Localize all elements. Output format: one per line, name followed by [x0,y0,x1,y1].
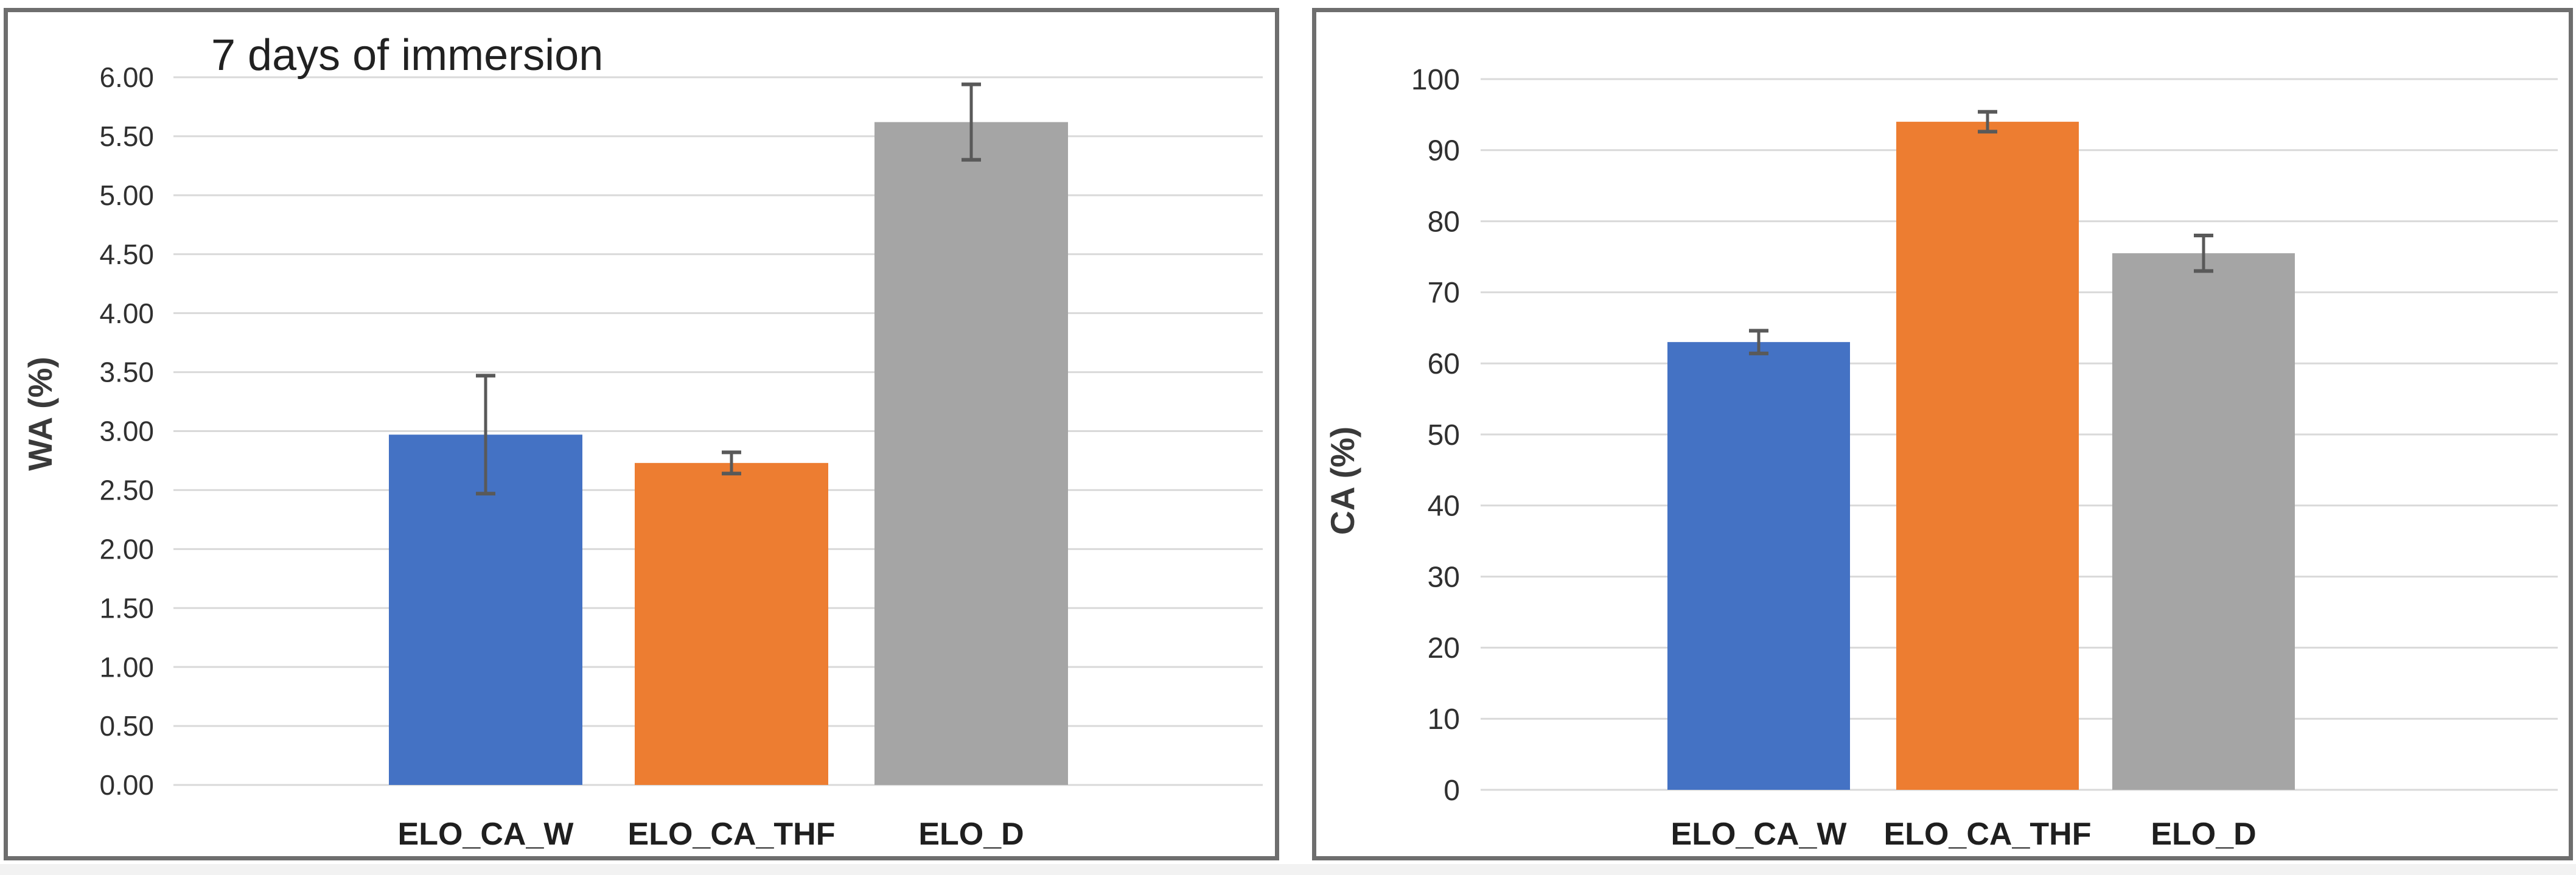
y-tick-label: 80 [1428,206,1460,238]
y-tick-label: 4.50 [99,239,154,270]
y-tick-label: 4.00 [99,298,154,329]
y-tick-label: 10 [1428,703,1460,736]
chart-title: 7 days of immersion [211,31,603,80]
y-tick-label: 1.50 [99,592,154,624]
y-tick-label: 70 [1428,277,1460,309]
left-chart-panel: 0.00 0.50 1.00 1.50 2.00 2.50 3.00 3.50 4.00 4.50… [4,8,1279,860]
y-tick-label: 3.50 [99,357,154,388]
bar-elo_ca_thf [1896,122,2079,790]
y-tick-label: 0.50 [99,710,154,742]
wa-bar-chart: 0.00 0.50 1.00 1.50 2.00 2.50 3.00 3.50 4.00 4.50… [21,31,1263,852]
y-axis-title: CA (%) [1324,427,1361,535]
y-tick-label: 30 [1428,561,1460,593]
y-tick-label: 1.00 [99,651,154,683]
y-tick-label: 3.00 [99,416,154,447]
y-tick-label: 0 [1443,775,1460,807]
ca-bar-chart: 0 10 20 30 40 50 60 70 80 90 100 ELO_CA_W ELO_CA_THF… [1324,64,2558,852]
y-tick-label: 20 [1428,632,1460,664]
y-tick-label: 6.00 [99,61,154,93]
y-tick-label: 2.00 [99,533,154,565]
y-tick-label: 60 [1428,348,1460,380]
category-label-elo_ca_w: ELO_CA_W [398,817,574,852]
category-label-elo_ca_w: ELO_CA_W [1671,817,1848,852]
category-label-elo_ca_thf: ELO_CA_THF [1884,817,2092,852]
y-tick-label: 40 [1428,490,1460,523]
bar-elo_ca_thf [635,462,828,785]
y-tick-label: 90 [1428,135,1460,167]
bar-elo_d [874,122,1068,786]
y-tick-label: 5.50 [99,120,154,152]
bar-elo_ca_w [1667,342,1850,790]
y-tick-label: 50 [1428,419,1460,451]
category-label-elo_d: ELO_D [918,817,1024,852]
category-label-elo_ca_thf: ELO_CA_THF [628,817,836,852]
bar-elo_d [2112,253,2295,790]
y-axis-title: WA (%) [21,357,59,470]
y-tick-label: 2.50 [99,475,154,506]
right-chart-panel: 0 10 20 30 40 50 60 70 80 90 100 ELO_CA_W ELO_CA_THF… [1312,8,2573,860]
y-tick-label: 5.00 [99,180,154,211]
y-tick-label: 100 [1411,64,1460,96]
y-tick-label: 0.00 [99,769,154,801]
category-label-elo_d: ELO_D [2151,817,2256,852]
page-bottom-edge [0,864,2576,875]
